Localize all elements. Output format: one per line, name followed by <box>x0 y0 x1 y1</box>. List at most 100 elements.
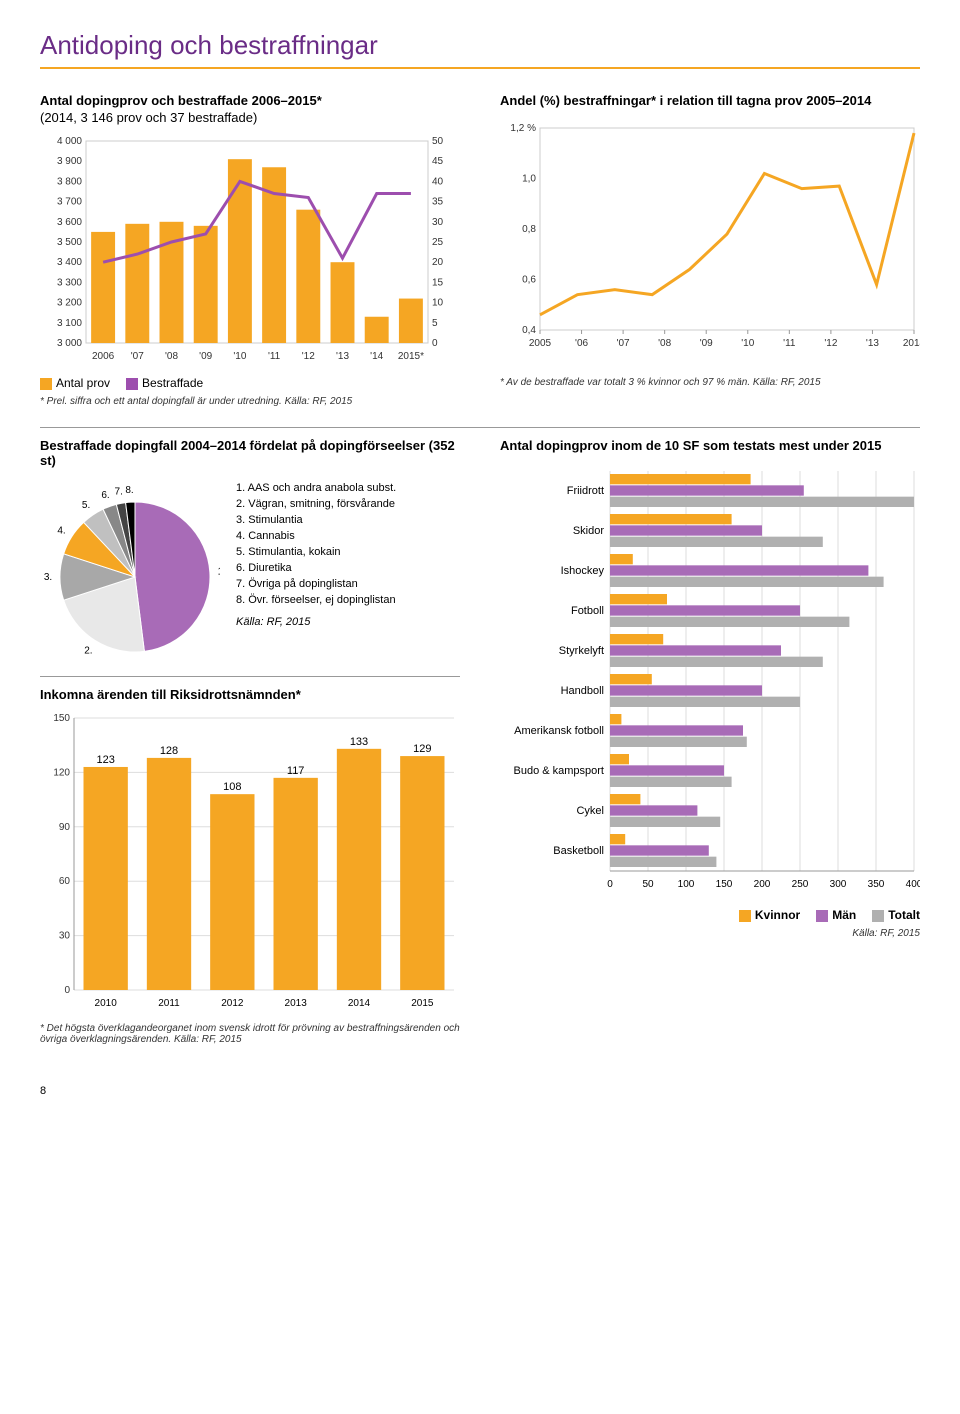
svg-text:2013: 2013 <box>285 998 308 1009</box>
svg-text:'09: '09 <box>199 351 212 362</box>
svg-text:Friidrott: Friidrott <box>567 485 604 497</box>
svg-text:2014: 2014 <box>348 998 371 1009</box>
svg-text:128: 128 <box>160 745 178 757</box>
svg-text:150: 150 <box>53 713 70 724</box>
chart3-legend: 1. AAS och andra anabola subst. 2. Vägran… <box>236 482 460 632</box>
svg-text:0: 0 <box>607 879 613 890</box>
svg-text:3.: 3. <box>44 572 52 583</box>
svg-text:2015*: 2015* <box>398 351 424 362</box>
svg-text:133: 133 <box>350 736 368 748</box>
chart5-legend-foot: Källa: RF, 2015 <box>500 928 920 939</box>
svg-text:30: 30 <box>432 217 444 228</box>
svg-text:3 700: 3 700 <box>57 197 82 208</box>
svg-text:20: 20 <box>432 257 444 268</box>
chart3-title: Bestraffade dopingfall 2004–2014 fördela… <box>40 438 460 468</box>
svg-text:117: 117 <box>287 765 305 777</box>
legend-item: Totalt <box>872 908 920 922</box>
svg-text:2014: 2014 <box>903 338 920 349</box>
svg-text:'10: '10 <box>741 338 754 349</box>
svg-text:'09: '09 <box>700 338 713 349</box>
svg-text:Basketboll: Basketboll <box>553 845 604 857</box>
svg-text:Ishockey: Ishockey <box>561 565 605 577</box>
svg-text:15: 15 <box>432 277 444 288</box>
svg-text:'13: '13 <box>336 351 349 362</box>
svg-text:8.: 8. <box>125 485 133 496</box>
svg-text:350: 350 <box>868 879 885 890</box>
chart2-container: Andel (%) bestraffningar* i relation til… <box>500 93 920 407</box>
chart1-container: Antal dopingprov och bestraffade 2006–20… <box>40 93 460 407</box>
svg-text:'07: '07 <box>131 351 144 362</box>
svg-text:3 100: 3 100 <box>57 318 82 329</box>
svg-text:200: 200 <box>754 879 771 890</box>
svg-text:30: 30 <box>59 931 71 942</box>
svg-text:60: 60 <box>59 876 71 887</box>
svg-text:7.: 7. <box>115 487 123 498</box>
chart1-svg: 4 0003 9003 8003 7003 6003 5003 4003 300… <box>40 135 460 365</box>
legend-item: Antal prov <box>40 376 110 390</box>
chart5-legend: KvinnorMänTotalt <box>500 908 920 922</box>
pie-legend-item: 4. Cannabis <box>236 530 460 542</box>
chart4-svg: 1501209060300123201012820111082012117201… <box>40 712 460 1012</box>
page-number: 8 <box>40 1085 920 1097</box>
svg-text:'10: '10 <box>233 351 246 362</box>
svg-text:3 000: 3 000 <box>57 338 82 349</box>
svg-text:108: 108 <box>223 781 241 793</box>
svg-text:Cykel: Cykel <box>576 805 604 817</box>
svg-text:2010: 2010 <box>95 998 118 1009</box>
svg-text:1,0: 1,0 <box>522 174 536 185</box>
svg-text:100: 100 <box>678 879 695 890</box>
pie-legend-foot: Källa: RF, 2015 <box>236 616 460 628</box>
row-1: Antal dopingprov och bestraffade 2006–20… <box>40 93 920 407</box>
svg-text:2011: 2011 <box>158 998 180 1009</box>
svg-text:'13: '13 <box>866 338 879 349</box>
pie-legend-item: 2. Vägran, smitning, försvårande <box>236 498 460 510</box>
svg-text:0,4: 0,4 <box>522 325 536 336</box>
svg-text:'11: '11 <box>268 351 281 362</box>
svg-text:3 900: 3 900 <box>57 156 82 167</box>
pie-legend-item: 3. Stimulantia <box>236 514 460 526</box>
chart1-subtitle: (2014, 3 146 prov och 37 bestraffade) <box>40 110 460 125</box>
svg-text:2005: 2005 <box>529 338 552 349</box>
svg-text:5: 5 <box>432 318 438 329</box>
svg-text:0: 0 <box>64 985 70 996</box>
svg-text:Styrkelyft: Styrkelyft <box>559 645 604 657</box>
svg-text:2012: 2012 <box>221 998 244 1009</box>
chart1-title: Antal dopingprov och bestraffade 2006–20… <box>40 93 460 108</box>
svg-text:35: 35 <box>432 197 444 208</box>
svg-text:4 000: 4 000 <box>57 136 82 147</box>
page-title: Antidoping och bestraffningar <box>40 30 920 69</box>
chart5-container: Antal dopingprov inom de 10 SF som testa… <box>500 438 920 1045</box>
row-2: Bestraffade dopingfall 2004–2014 fördela… <box>40 438 920 1045</box>
chart2-footnote: * Av de bestraffade var totalt 3 % kvinn… <box>500 377 920 388</box>
svg-text:'08: '08 <box>165 351 178 362</box>
chart3-svg: 1.2.3.4.5.6.7.8. <box>40 482 220 662</box>
svg-text:1.: 1. <box>218 567 220 578</box>
svg-text:'07: '07 <box>617 338 630 349</box>
svg-text:Skidor: Skidor <box>573 525 605 537</box>
chart4-title: Inkomna ärenden till Riksidrottsnämnden* <box>40 687 460 702</box>
svg-text:Budo & kampsport: Budo & kampsport <box>514 765 605 777</box>
pie-legend-item: 8. Övr. förseelser, ej dopinglistan <box>236 594 460 606</box>
svg-text:0: 0 <box>432 338 438 349</box>
svg-text:2015: 2015 <box>411 998 434 1009</box>
svg-text:40: 40 <box>432 176 444 187</box>
svg-text:250: 250 <box>792 879 809 890</box>
legend-item: Bestraffade <box>126 376 203 390</box>
svg-text:90: 90 <box>59 822 71 833</box>
svg-text:3 200: 3 200 <box>57 298 82 309</box>
svg-text:123: 123 <box>96 754 114 766</box>
chart5-title: Antal dopingprov inom de 10 SF som testa… <box>500 438 920 453</box>
chart3-container: Bestraffade dopingfall 2004–2014 fördela… <box>40 438 460 1045</box>
svg-text:0,8: 0,8 <box>522 224 536 235</box>
svg-text:400: 400 <box>906 879 920 890</box>
svg-text:0,6: 0,6 <box>522 275 536 286</box>
chart2-svg: 1,2 %1,00,80,60,42005'06'07'08'09'10'11'… <box>500 122 920 352</box>
chart1-legend: Antal prov Bestraffade <box>40 376 460 390</box>
svg-text:'08: '08 <box>658 338 671 349</box>
svg-text:'11: '11 <box>783 338 796 349</box>
pie-legend-item: 1. AAS och andra anabola subst. <box>236 482 460 494</box>
svg-text:Fotboll: Fotboll <box>571 605 604 617</box>
svg-text:300: 300 <box>830 879 847 890</box>
svg-text:Handboll: Handboll <box>561 685 604 697</box>
svg-text:3 400: 3 400 <box>57 257 82 268</box>
